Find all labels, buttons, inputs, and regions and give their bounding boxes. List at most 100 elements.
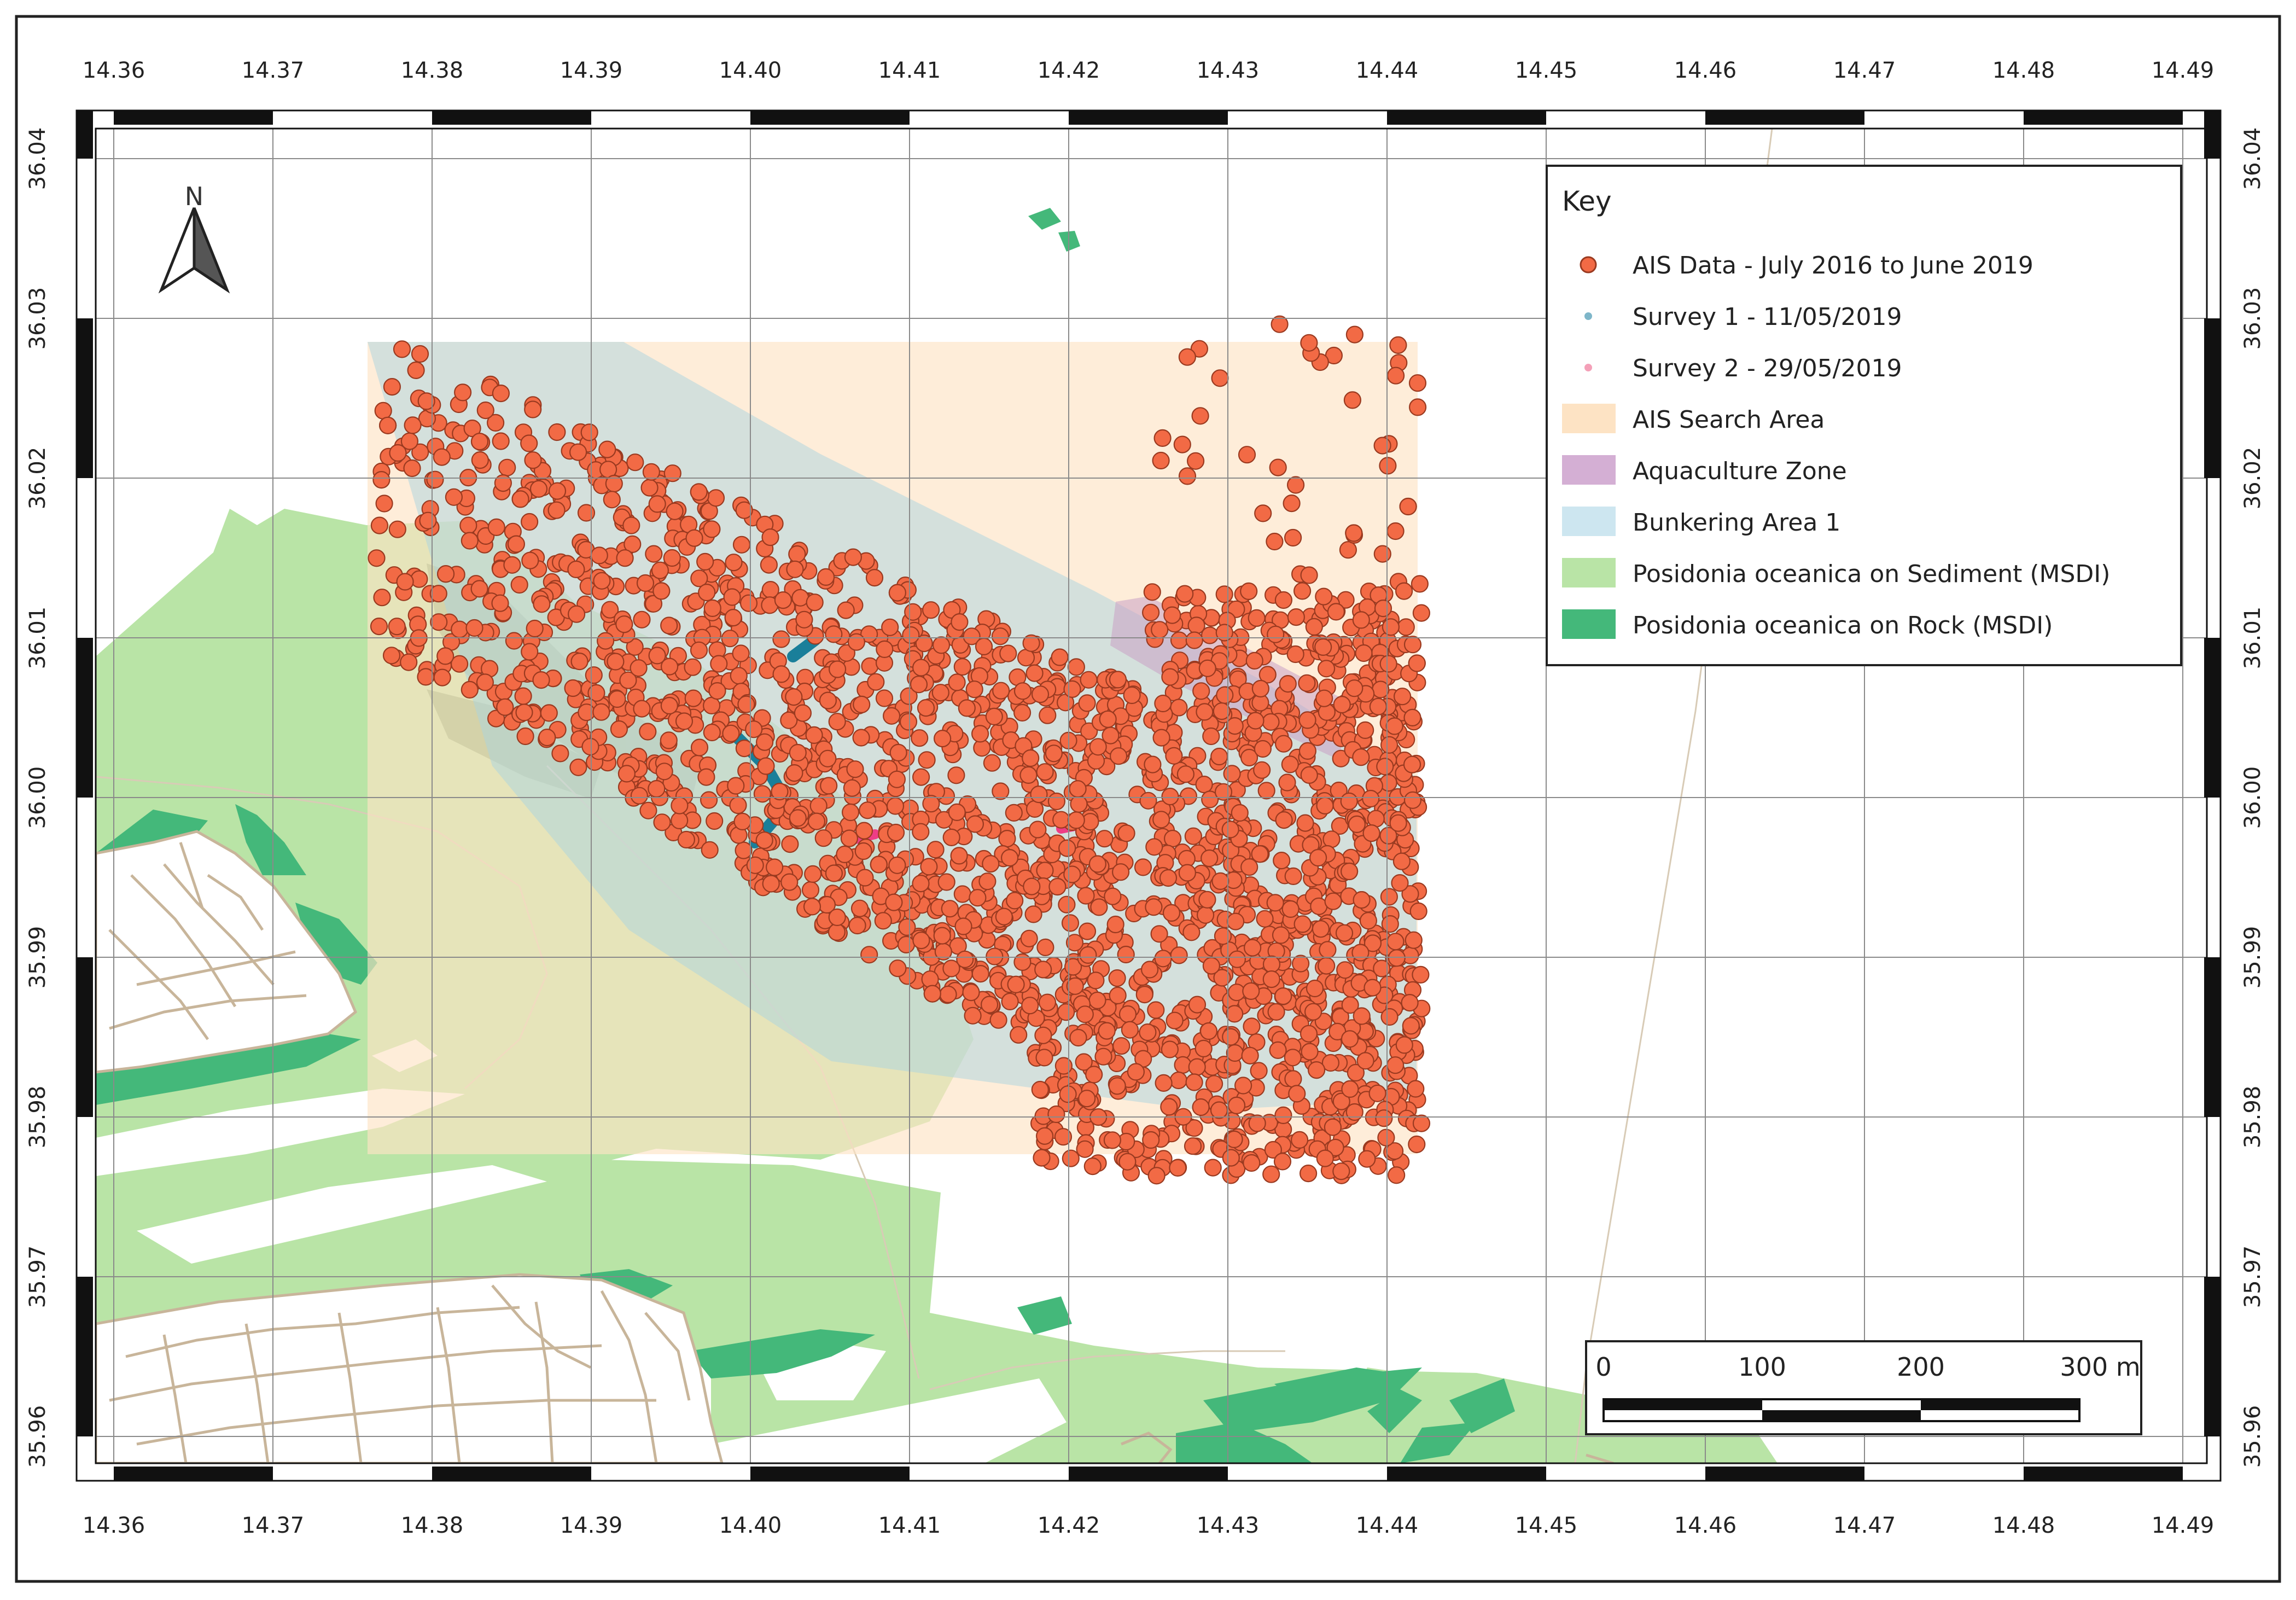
ais-point [1251, 679, 1269, 698]
ais-point [1160, 1098, 1178, 1116]
ais-point [922, 601, 940, 619]
ais-point [417, 668, 435, 686]
ais-point [795, 610, 813, 629]
ais-point [1262, 955, 1281, 973]
ais-point [1379, 457, 1397, 475]
ais-point [1185, 1073, 1203, 1091]
ais-point [1134, 858, 1152, 876]
ais-point [640, 479, 659, 497]
ais-point [373, 589, 391, 607]
north-label: N [185, 182, 203, 211]
ais-point [828, 713, 846, 731]
legend-label: Posidonia oceanica on Sediment (MSDI) [1633, 560, 2110, 588]
ais-point [1335, 924, 1354, 942]
ais-point [1211, 872, 1229, 891]
ais-point [844, 548, 863, 566]
ais-point [581, 737, 599, 756]
ais-point [1078, 694, 1096, 712]
ais-point [888, 584, 907, 602]
ais-point [1359, 912, 1377, 930]
ais-point [1204, 1159, 1222, 1177]
border-bar-bottom [1387, 1467, 1546, 1481]
ais-point [836, 845, 854, 864]
ais-point [707, 489, 725, 507]
ais-point [1150, 925, 1168, 943]
ais-point [1382, 618, 1400, 636]
ais-point [953, 658, 971, 676]
ais-point [794, 704, 812, 722]
ais-point [690, 738, 709, 757]
ais-point [426, 470, 444, 488]
ais-point [1020, 929, 1038, 947]
ais-point [1375, 1109, 1393, 1127]
lon-tick-label-top: 14.44 [1356, 58, 1419, 83]
ais-point [918, 751, 936, 769]
lat-tick-label-left: 35.99 [25, 926, 50, 989]
border-bar-top [750, 110, 910, 125]
ais-point [1412, 965, 1430, 984]
ais-point [1184, 827, 1202, 845]
border-bar-bottom [750, 1467, 910, 1481]
ais-point [1395, 1036, 1413, 1054]
ais-point [1402, 1017, 1420, 1035]
ais-point [1273, 851, 1291, 870]
ais-point [648, 779, 666, 798]
ais-point [817, 568, 835, 586]
ais-point [1293, 582, 1312, 600]
ais-point [1245, 651, 1263, 670]
ais-point [939, 985, 957, 1004]
ais-point [1225, 1130, 1243, 1148]
ais-point [1051, 648, 1069, 666]
ais-point [1007, 975, 1025, 993]
ais-point [1170, 946, 1188, 964]
ais-point [1153, 429, 1172, 447]
ais-point [1248, 1114, 1266, 1132]
ais-point [1381, 915, 1399, 933]
lat-tick-label-left: 36.04 [25, 127, 50, 190]
ais-point [1397, 618, 1415, 636]
lon-tick-label-top: 14.43 [1197, 58, 1260, 83]
ais-point [1023, 877, 1041, 895]
ais-point [1284, 1049, 1302, 1067]
ais-point [860, 946, 878, 964]
ais-point [690, 483, 708, 501]
ais-point [1077, 887, 1095, 905]
ais-point [1154, 694, 1172, 713]
ais-point [1405, 931, 1423, 949]
legend-symbol-survey [1584, 364, 1592, 371]
ais-point [407, 361, 425, 380]
ais-point [992, 682, 1010, 700]
lon-labels-top: 14.36 14.37 14.38 14.39 14.40 14.41 14.42 14.43… [83, 58, 2215, 83]
ais-point [1190, 340, 1208, 358]
ais-point [898, 918, 916, 936]
ais-point [1353, 1007, 1371, 1025]
ais-point [451, 620, 469, 638]
lat-tick-label-left: 36.00 [25, 766, 50, 829]
ais-point [514, 687, 532, 705]
ais-point [1386, 933, 1405, 951]
ais-point [805, 726, 823, 744]
lon-tick-label-top: 14.39 [560, 58, 623, 83]
ais-point [735, 841, 753, 859]
ais-point [852, 729, 870, 747]
ais-point [1039, 706, 1057, 724]
ais-point [1241, 1046, 1259, 1064]
ais-point [1139, 792, 1157, 810]
ais-point [491, 594, 509, 612]
ais-point [1306, 979, 1324, 998]
lon-tick-label-top: 14.46 [1674, 58, 1737, 83]
ais-point [1298, 711, 1316, 729]
ais-point [578, 703, 596, 722]
ais-point [368, 549, 386, 567]
ais-point [1251, 845, 1269, 863]
border-bar-left [77, 638, 93, 798]
ais-point [1248, 609, 1266, 627]
ais-point [529, 480, 548, 498]
ais-point [1123, 686, 1141, 705]
ais-point [772, 630, 790, 648]
ais-point [633, 610, 651, 629]
ais-point [590, 546, 608, 565]
ais-point [1333, 695, 1351, 714]
ais-point [788, 545, 806, 563]
